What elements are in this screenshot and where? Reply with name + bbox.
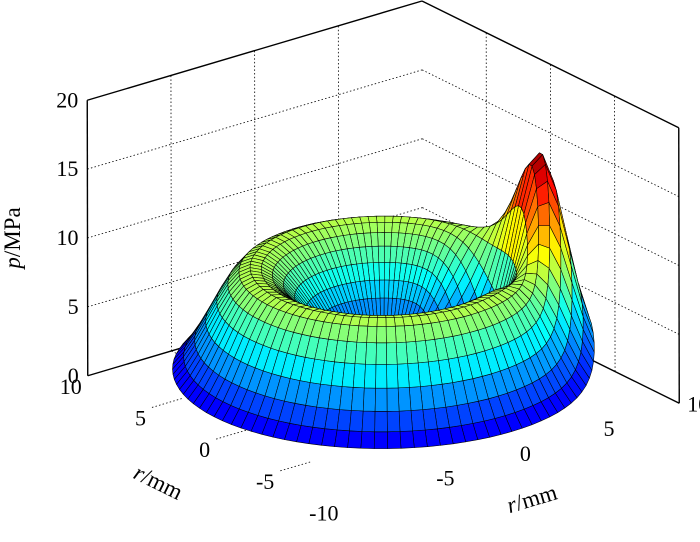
svg-text:0: 0 — [199, 437, 210, 462]
svg-text:10: 10 — [57, 225, 79, 250]
svg-text:-10: -10 — [309, 501, 338, 526]
svg-text:10: 10 — [687, 391, 700, 416]
svg-text:15: 15 — [56, 156, 78, 181]
svg-text:10: 10 — [60, 374, 82, 399]
svg-text:20: 20 — [56, 87, 78, 112]
svg-text:5: 5 — [135, 405, 146, 430]
svg-text:5: 5 — [68, 294, 79, 319]
svg-text:5: 5 — [604, 416, 615, 441]
svg-text:0: 0 — [520, 441, 531, 466]
svg-text:p/MPa: p/MPa — [0, 207, 25, 270]
svg-text:-5: -5 — [436, 466, 454, 491]
svg-text:-5: -5 — [256, 469, 274, 494]
